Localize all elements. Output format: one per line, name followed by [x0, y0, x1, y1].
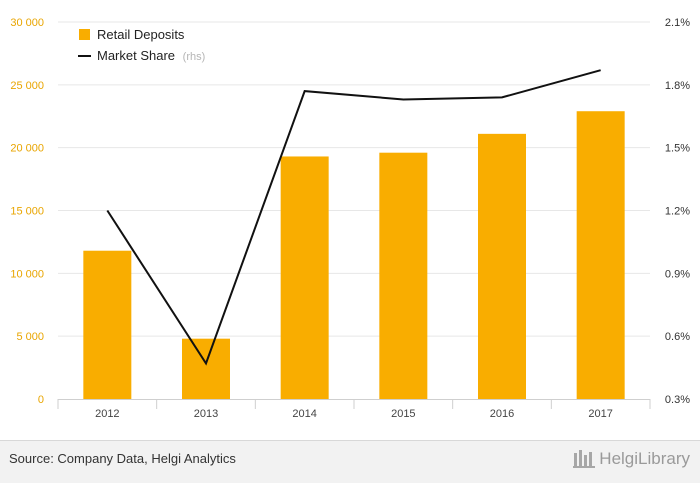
legend-label-market-share: Market Share (rhs) — [97, 48, 205, 63]
x-axis-tick-label: 2016 — [490, 408, 514, 420]
bar-retail-deposits — [576, 111, 625, 400]
helgi-logo-icon — [573, 450, 596, 468]
bar-retail-deposits — [83, 250, 132, 399]
right-axis-tick-label: 0.6% — [665, 331, 690, 343]
right-axis-tick-label: 0.9% — [665, 268, 690, 280]
grid-layer — [58, 21, 650, 337]
line-layer — [106, 69, 601, 366]
legend: Retail Deposits Market Share (rhs) — [78, 27, 205, 63]
left-axis-tick-label: 25 000 — [10, 80, 44, 92]
footer: Source: Company Data, Helgi Analytics He… — [0, 440, 700, 483]
left-axis-tick-label: 10 000 — [10, 268, 44, 280]
right-axis-tick-label: 1.8% — [665, 80, 690, 92]
legend-label-market-share-suffix: (rhs) — [183, 51, 206, 63]
x-axis-tick-label: 2013 — [194, 408, 218, 420]
left-axis-tick-label: 20 000 — [10, 143, 44, 155]
right-axis-tick-label: 1.2% — [665, 206, 690, 218]
bar-retail-deposits — [478, 133, 526, 400]
x-axis-tick-label: 2012 — [95, 408, 119, 420]
legend-label-retail-deposits: Retail Deposits — [97, 27, 185, 42]
right-axis-tick-label: 1.5% — [665, 143, 690, 155]
brand[interactable]: HelgiLibrary — [573, 448, 690, 470]
x-axis-tick-label: 2014 — [292, 408, 316, 420]
bar-retail-deposits — [280, 156, 329, 399]
right-axis-tick-label: 2.1% — [665, 17, 690, 29]
x-axis-tick-label: 2015 — [391, 408, 415, 420]
right-axis-tick-label: 0.3% — [665, 394, 690, 406]
bar-retail-deposits — [379, 152, 428, 399]
left-axis-tick-label: 15 000 — [10, 206, 44, 218]
x-axis-tick-label: 2017 — [588, 408, 612, 420]
line-market-share — [106, 69, 601, 366]
left-axis-tick-label: 0 — [38, 394, 44, 406]
source-note: Source: Company Data, Helgi Analytics — [9, 451, 236, 466]
axis-layer: 0 5 000 10 000 15 000 20 000 25 000 30 000 0.3%… — [10, 17, 690, 420]
chart-svg: 0 5 000 10 000 15 000 20 000 25 000 30 000 0.3%… — [10, 17, 690, 420]
bar-retail-deposits — [182, 338, 230, 399]
left-axis-tick-label: 30 000 — [10, 17, 44, 29]
legend-label-market-share-text: Market Share — [97, 48, 175, 63]
bars-layer — [83, 111, 625, 400]
legend-swatch-retail-deposits — [79, 29, 90, 40]
left-axis-tick-label: 5 000 — [16, 331, 44, 343]
brand-name: HelgiLibrary — [599, 449, 690, 468]
